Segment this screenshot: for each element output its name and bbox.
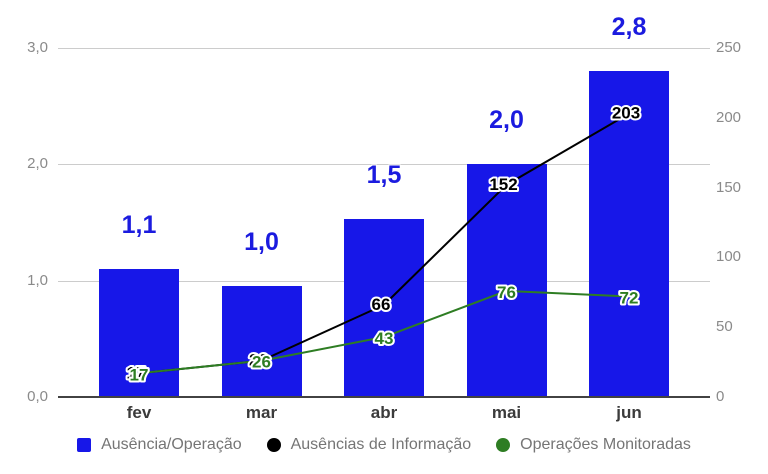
bar-abr: [344, 219, 424, 397]
bar-value-label: 1,1: [121, 211, 157, 240]
y-axis-tick-right: 100: [716, 248, 742, 266]
bar-value-label: 1,5: [366, 161, 402, 189]
y-axis-tick-left: 3,0: [27, 39, 48, 56]
y-axis-tick-right: 200: [716, 108, 742, 126]
bar-value-label: 2,0: [489, 106, 524, 135]
chart-legend: Ausência/Operação Ausências de Informaçã…: [0, 432, 768, 458]
bar-mar: [221, 286, 302, 397]
bar-value-label: 2,8: [611, 13, 647, 42]
y-axis-tick-left: 2,0: [27, 155, 48, 173]
legend-label: Operações Monitoradas: [520, 436, 691, 453]
x-axis-label-fev: fev: [126, 403, 152, 422]
gridline: [58, 48, 710, 49]
bar-value-label: 1,0: [244, 228, 279, 257]
x-axis-label-jun: jun: [616, 403, 642, 422]
y-axis-tick-right: 250: [716, 39, 742, 56]
x-axis-baseline: [58, 396, 710, 398]
bar-fev: [99, 269, 179, 397]
y-axis-tick-left: 0,0: [27, 388, 48, 405]
y-axis-tick-right: 150: [716, 178, 742, 196]
green-line-marker-icon: [496, 438, 511, 452]
legend-item-ausencia-operacao: Ausência/Operação: [77, 436, 242, 454]
legend-item-operacoes-monitoradas: Operações Monitoradas: [496, 436, 691, 454]
y-axis-tick-right: 0: [716, 388, 725, 405]
bar-mai: [466, 164, 547, 397]
x-axis-label-mar: mar: [245, 403, 278, 422]
legend-label: Ausência/Operação: [101, 436, 242, 453]
bar-jun: [589, 71, 669, 397]
bar-series-swatch: [77, 438, 92, 452]
legend-item-ausencias-de-informacao: Ausências de Informação: [266, 436, 472, 454]
y-axis-tick-right: 50: [716, 318, 733, 336]
legend-label: Ausências de Informação: [290, 436, 472, 453]
black-line-marker-icon: [266, 438, 281, 452]
y-axis-tick-left: 1,0: [27, 271, 48, 289]
x-axis-label-abr: abr: [370, 403, 398, 422]
x-axis-label-mai: mai: [491, 403, 522, 422]
